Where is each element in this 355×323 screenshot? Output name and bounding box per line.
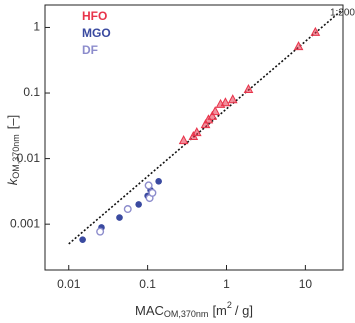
x-label-sub: OM,370nm <box>164 309 209 319</box>
x-label-unit: [m <box>212 303 226 318</box>
point <box>135 201 142 208</box>
point <box>178 135 189 145</box>
point <box>96 227 105 236</box>
legend-label: DF <box>82 43 98 57</box>
point <box>116 214 123 221</box>
point <box>123 205 132 214</box>
point <box>220 97 231 107</box>
x-label-main: MAC <box>135 303 164 318</box>
legend-label: HFO <box>82 9 107 23</box>
point <box>310 26 321 36</box>
plot-frame <box>44 4 344 271</box>
y-label-unit: [–] <box>5 115 20 129</box>
y-label-sub: OM,370nm <box>11 134 21 179</box>
y-label-main: k <box>5 177 20 185</box>
y-tick-label: 0.01 <box>17 151 41 165</box>
point <box>243 83 254 94</box>
point <box>210 106 221 116</box>
x-tick-label: 1 <box>223 277 230 291</box>
point <box>227 94 238 104</box>
y-tick-label: 1 <box>33 20 40 34</box>
point <box>148 188 157 197</box>
point <box>144 181 153 190</box>
point <box>155 178 162 185</box>
y-tick-label: 0.1 <box>23 85 40 99</box>
reference-label: 1:200 <box>330 8 355 19</box>
point <box>79 236 86 243</box>
point <box>200 119 211 129</box>
x-label-sup: 2 <box>227 300 232 310</box>
x-axis-label: MACOM,370nm [m2/ g] <box>135 300 253 319</box>
point <box>191 127 202 137</box>
x-tick-label: 10 <box>299 277 313 291</box>
y-tick-label: 0.001 <box>10 216 40 230</box>
legend-label: MGO <box>82 26 111 40</box>
x-tick-label: 0.1 <box>139 277 156 291</box>
x-label-unit: / g] <box>235 303 253 318</box>
point <box>207 110 218 120</box>
point <box>293 41 304 51</box>
y-axis-label: kOM,370nm [–] <box>5 115 21 186</box>
x-tick-label: 0.01 <box>57 277 81 291</box>
